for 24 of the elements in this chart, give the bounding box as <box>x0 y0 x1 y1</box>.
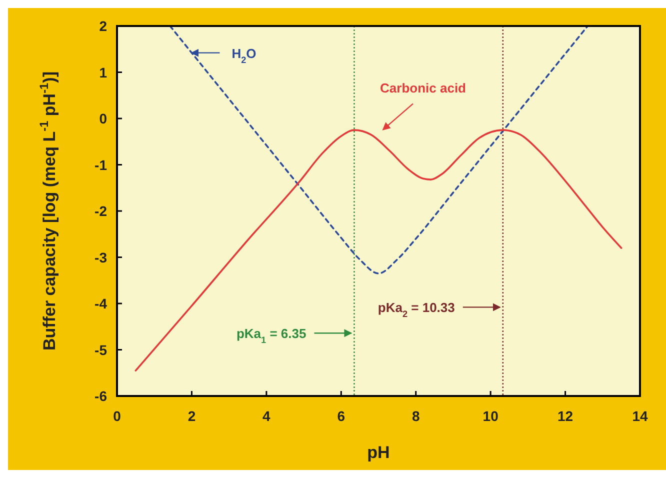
ref-line-label: pKa$_{2}$ = 10.33 <box>378 300 455 320</box>
x-tick-label: 12 <box>557 408 574 424</box>
y-tick-label: 2 <box>99 18 108 34</box>
y-tick-label: 1 <box>99 64 108 80</box>
x-tick-label: 0 <box>113 408 122 424</box>
line-series <box>134 129 622 372</box>
y-tick-label: -5 <box>94 342 108 358</box>
text: Carbonic acid <box>380 80 466 96</box>
x-tick-label: 2 <box>188 408 196 424</box>
y-tick-label: -1 <box>94 156 108 173</box>
series-label: H$_{2}$O <box>232 46 256 65</box>
y-tick-label: 0 <box>99 110 108 126</box>
x-tick-label: 10 <box>482 408 499 424</box>
y-tick-label: -3 <box>94 249 108 266</box>
y-tick-label: -2 <box>94 203 108 219</box>
x-tick-label: 14 <box>632 408 648 424</box>
line-series <box>169 25 589 274</box>
y-tick-label: -6 <box>94 388 108 404</box>
x-tick-label: 8 <box>412 408 420 424</box>
x-tick-label: 6 <box>337 408 346 424</box>
ref-line-label: pKa$_{1}$ = 6.35 <box>236 326 306 346</box>
x-tick-label: 4 <box>262 408 271 424</box>
y-tick-label: -4 <box>94 296 108 312</box>
x-axis-title: pH <box>367 443 390 462</box>
